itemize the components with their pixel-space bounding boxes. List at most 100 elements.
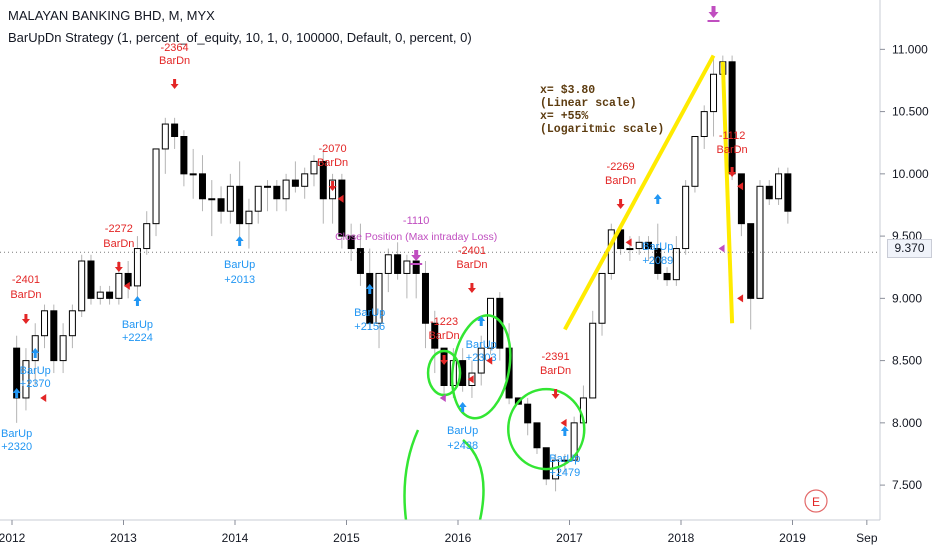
candle-body	[375, 272, 383, 324]
marker-up-label: BarUp	[1, 428, 32, 440]
candle-body	[273, 185, 281, 200]
marker-flag-icon	[625, 238, 632, 247]
highlight-stroke	[403, 429, 420, 521]
candle-body	[59, 335, 67, 362]
candle-body	[737, 173, 745, 225]
marker-close-label: Close Position (Max intraday Loss)	[335, 231, 497, 243]
y-tick-label: 8.000	[892, 416, 922, 430]
marker-down-label: BarDn	[10, 289, 41, 301]
marker-up-value: +2479	[549, 467, 580, 479]
candle-body	[384, 254, 392, 274]
candle-body	[115, 272, 123, 299]
marker-arrow-up	[477, 316, 486, 326]
trade-markers: -2401BarDnBarUp+2370BarUp+2320-2272BarDn…	[1, 6, 748, 479]
candle-body	[477, 347, 485, 374]
candle-body	[78, 260, 86, 312]
marker-arrow-down	[616, 199, 625, 209]
marker-up-value: +2224	[122, 332, 153, 344]
x-tick-label: 2015	[333, 531, 360, 545]
candle-body	[217, 198, 225, 212]
candle-body	[747, 223, 755, 299]
candle-body	[96, 291, 104, 299]
candle-body	[431, 322, 439, 349]
candle-body	[533, 422, 541, 449]
candle-body	[133, 248, 141, 287]
marker-up-value: +2089	[642, 255, 673, 267]
x-tick-label: 2014	[222, 531, 249, 545]
marker-down-value: -2401	[458, 245, 486, 257]
marker-close-icon	[411, 250, 422, 261]
marker-flag-icon	[737, 182, 744, 191]
marker-up-label: BarUp	[20, 365, 51, 377]
marker-arrow-up	[12, 388, 21, 398]
candle-body	[189, 173, 197, 176]
drawing-overlays	[0, 54, 880, 521]
marker-arrow-down	[114, 262, 123, 272]
candle-body	[626, 248, 634, 251]
candle-body	[291, 179, 299, 187]
trend-line-down	[720, 61, 735, 324]
trend-line-up	[563, 54, 716, 331]
marker-arrow-down	[728, 167, 737, 177]
candle-body	[784, 173, 792, 212]
marker-down-value: -2269	[607, 161, 635, 173]
x-tick-label: 2017	[556, 531, 583, 545]
marker-down-value: -2272	[105, 223, 133, 235]
candle-body	[171, 123, 179, 138]
candle-body	[775, 173, 783, 200]
candle-body	[672, 248, 680, 281]
candle-body	[254, 185, 262, 212]
marker-down-value: -2070	[318, 143, 346, 155]
candle-body	[366, 272, 374, 324]
marker-arrow-up	[133, 296, 142, 306]
marker-down-label: BarDn	[317, 157, 348, 169]
marker-down-value: -1223	[430, 316, 458, 328]
marker-flag-icon	[737, 294, 744, 303]
x-tick-label: Sep	[856, 531, 878, 545]
marker-arrow-up	[653, 194, 662, 204]
candle-body	[50, 310, 58, 362]
candle-body	[236, 185, 244, 225]
marker-up-label: BarUp	[122, 319, 153, 331]
annotation-line: (Linear scale)	[540, 97, 637, 110]
event-badge-label: E	[812, 495, 820, 509]
marker-down-label: BarDn	[540, 365, 571, 377]
marker-close-icon	[708, 6, 719, 18]
x-tick-label: 2018	[668, 531, 695, 545]
marker-flag-icon	[560, 418, 567, 427]
marker-down-label: BarDn	[103, 238, 134, 250]
marker-flag-icon	[337, 194, 344, 203]
marker-down-label: BarDn	[456, 259, 487, 271]
annotation-line: (Logaritmic scale)	[540, 123, 664, 136]
marker-up-value: +2013	[224, 274, 255, 286]
candle-body	[68, 310, 76, 337]
x-tick-label: 2016	[445, 531, 472, 545]
price-axis[interactable]: 7.5008.0008.5009.0009.50010.00010.50011.…	[879, 0, 929, 520]
marker-down-value: -1112	[719, 130, 746, 142]
candle-body	[143, 223, 151, 250]
marker-arrow-down	[467, 283, 476, 293]
marker-down-value: -2391	[541, 351, 569, 363]
marker-arrow-up	[235, 236, 244, 246]
candle-body	[198, 173, 206, 200]
x-tick-label: 2012	[0, 531, 26, 545]
strategy-label[interactable]: BarUpDn Strategy (1, percent_of_equity, …	[8, 30, 472, 45]
marker-down-label: BarDn	[605, 175, 636, 187]
x-tick-label: 2019	[779, 531, 806, 545]
chart-title: MALAYAN BANKING BHD, M, MYX	[8, 8, 215, 23]
y-tick-label: 11.000	[892, 42, 928, 56]
candle-body	[152, 148, 160, 225]
candle-body	[644, 241, 652, 250]
candle-body	[412, 260, 420, 274]
candle-body	[765, 185, 773, 200]
marker-arrow-down	[170, 79, 179, 89]
highlight-circle	[426, 349, 462, 397]
candle-body	[710, 73, 718, 113]
candle-body	[487, 297, 495, 349]
candle-body	[728, 61, 736, 175]
time-axis[interactable]: 2012 2013 2014 2015 2016 2017 2018 2019 Sep	[0, 519, 880, 545]
candle-body	[542, 447, 550, 480]
candle-body	[589, 322, 597, 399]
marker-down-label: BarDn	[428, 330, 459, 342]
